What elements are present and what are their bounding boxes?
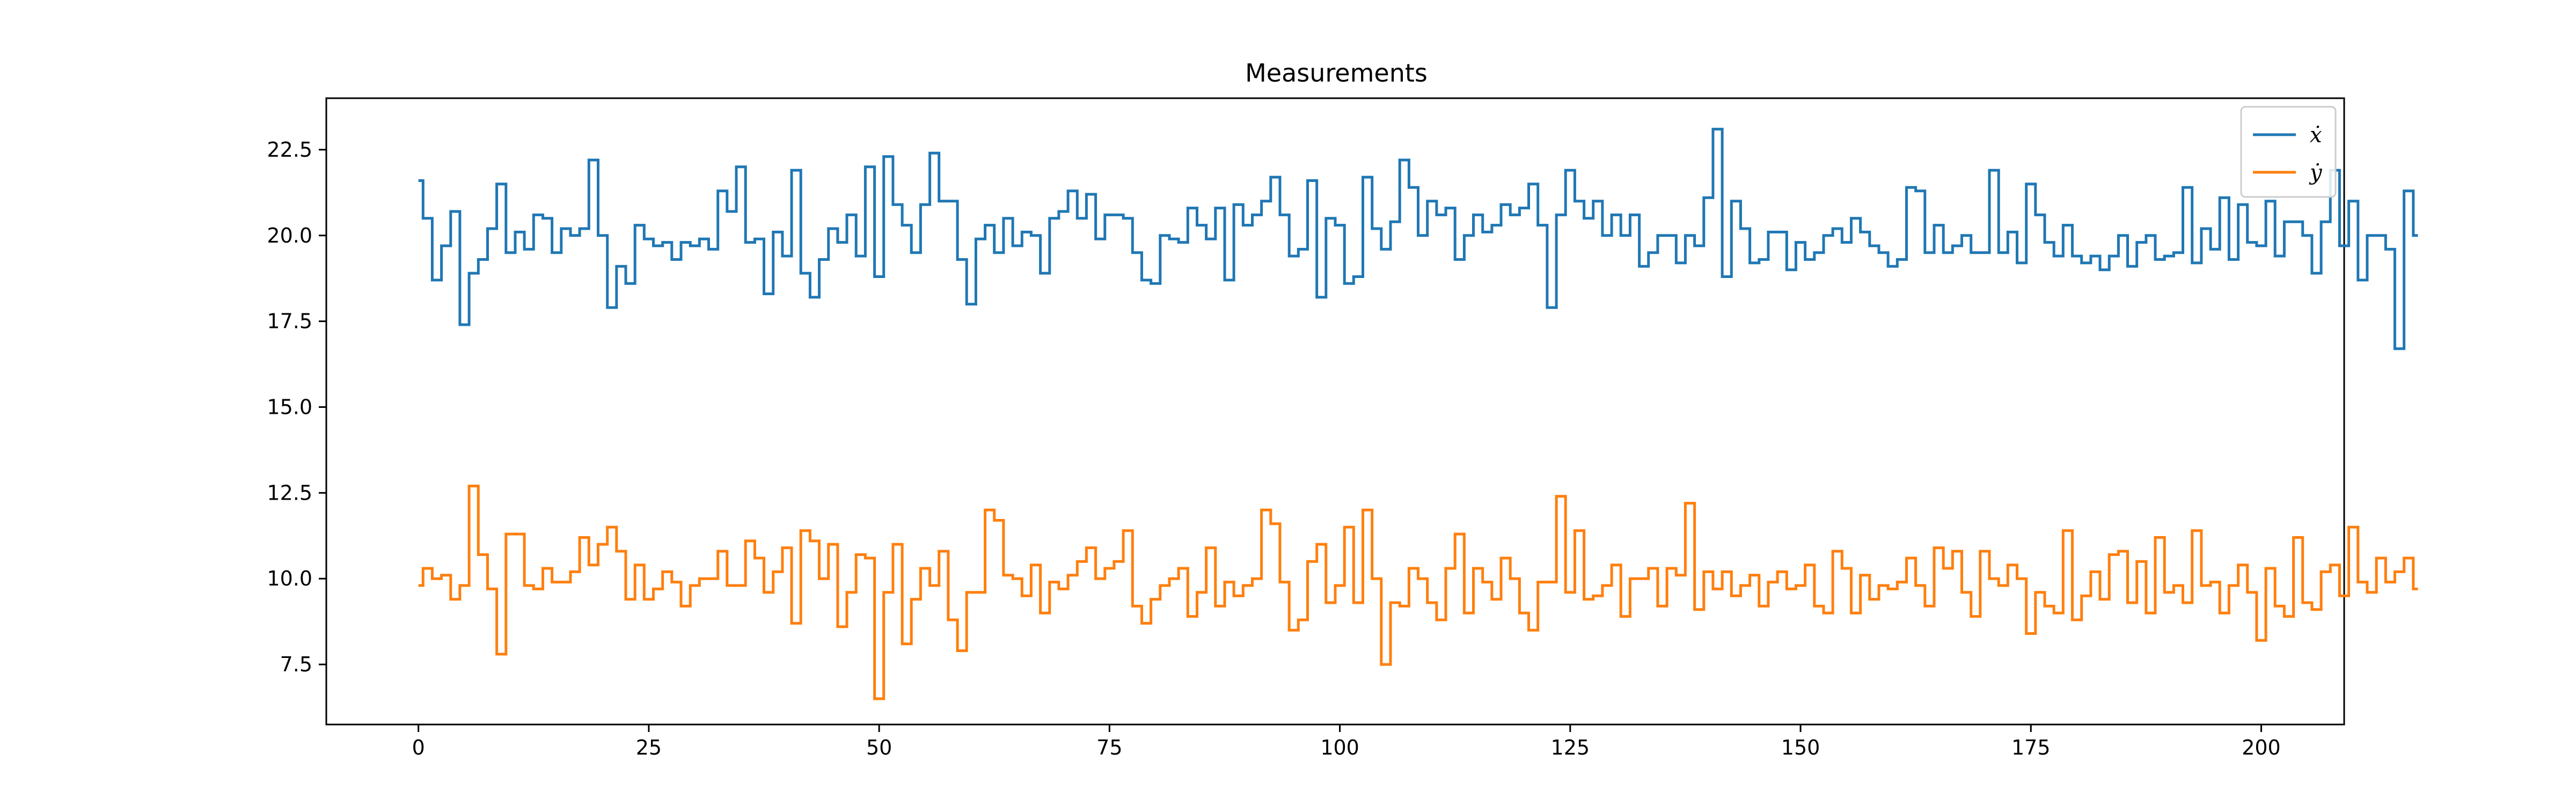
y-tick-label: 20.0 [267,224,312,247]
legend-box [2240,106,2337,198]
series-line-1 [418,485,2418,700]
x-tick-label: 125 [1551,736,1590,759]
x-tick-label: 200 [2242,736,2281,759]
axes-frame [325,97,2345,726]
y-tick-label: 10.0 [267,567,312,590]
x-tick-label: 0 [412,736,425,759]
plot-area: 0 25 50 75 100 125 150 175 200 7.5 10.0 12.5 15.0 17… [267,97,2418,759]
legend: ẋẏ [2240,106,2337,198]
chart-title: Measurements [1245,58,1428,87]
y-axis: 7.5 10.0 12.5 15.0 17.5 20.0 22.5 [267,138,326,676]
x-tick-label: 100 [1320,736,1359,759]
x-tick-label: 175 [2011,736,2051,759]
y-tick-label: 12.5 [267,481,312,504]
x-axis: 0 25 50 75 100 125 150 175 200 [412,724,2281,759]
x-tick-label: 150 [1781,736,1820,759]
y-tick-label: 7.5 [280,653,312,676]
y-tick-label: 15.0 [267,396,312,419]
series-layer [418,128,2418,700]
legend-label: ẋ [2310,123,2322,148]
legend-label: ẏ [2309,160,2323,185]
y-tick-label: 17.5 [267,310,312,333]
x-tick-label: 25 [636,736,662,759]
y-tick-label: 22.5 [267,138,312,162]
series-line-0 [418,128,2418,350]
x-tick-label: 50 [866,736,892,759]
x-tick-label: 75 [1096,736,1122,759]
